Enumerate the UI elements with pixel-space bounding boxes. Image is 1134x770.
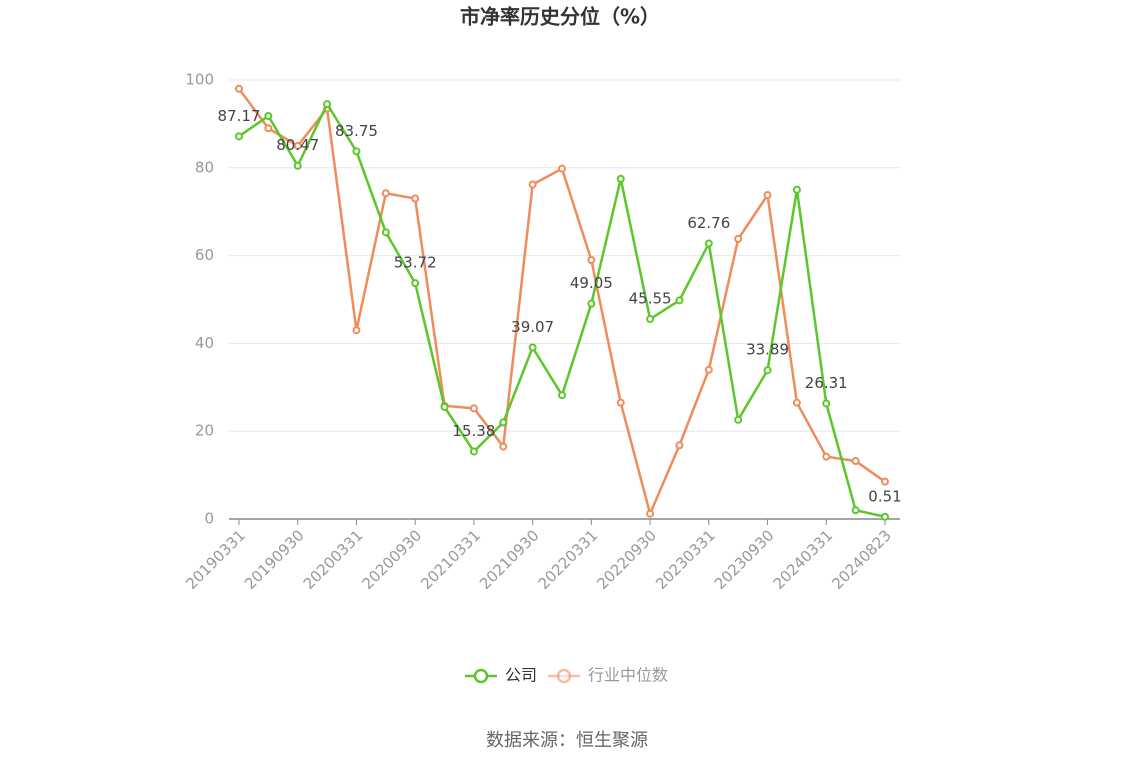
data-point (469, 404, 478, 413)
y-tick-label: 80 (195, 158, 214, 176)
data-point (675, 441, 684, 450)
legend-item[interactable]: 公司 (465, 666, 537, 685)
y-tick-label: 60 (195, 246, 214, 264)
x-tick-label: 20190930 (241, 526, 308, 593)
data-point (293, 141, 302, 150)
data-point (675, 296, 684, 305)
data-point (763, 191, 772, 200)
data-label: 0.51 (868, 487, 901, 505)
x-tick-label: 20200331 (300, 526, 367, 593)
data-point (616, 174, 625, 183)
data-point (851, 457, 860, 466)
data-label: 80.47 (276, 136, 319, 154)
source-note: 数据来源：恒生聚源 (486, 730, 648, 751)
legend-marker (556, 668, 572, 684)
x-tick-label: 20210930 (476, 526, 543, 593)
data-point (381, 189, 390, 198)
data-point (734, 415, 743, 424)
data-point (822, 399, 831, 408)
data-label: 45.55 (629, 290, 672, 308)
data-point (352, 326, 361, 335)
data-point (293, 161, 302, 170)
data-point (704, 239, 713, 248)
x-tick-label: 20200930 (358, 526, 425, 593)
data-point (558, 391, 566, 400)
data-label: 87.17 (218, 107, 261, 125)
legend-marker (473, 668, 489, 684)
legend-label: 行业中位数 (588, 666, 668, 685)
x-tick-label: 20220331 (535, 526, 602, 593)
data-point (792, 398, 801, 407)
data-point (558, 164, 566, 173)
x-tick-label: 20210331 (417, 526, 484, 593)
data-point (792, 185, 801, 194)
data-point (851, 506, 860, 515)
data-label: 26.31 (805, 374, 848, 392)
data-point (646, 315, 655, 324)
data-point (822, 452, 831, 461)
data-label: 49.05 (570, 274, 613, 292)
data-point (264, 111, 273, 120)
data-label: 39.07 (511, 318, 554, 336)
data-point (235, 132, 243, 141)
data-label: 33.89 (746, 341, 789, 359)
data-label: 53.72 (394, 254, 437, 272)
series-line (237, 88, 886, 518)
data-point (763, 366, 772, 375)
data-point (352, 147, 361, 156)
x-tick-label: 20230930 (711, 526, 778, 593)
data-label: 62.76 (687, 214, 730, 232)
data-point (440, 403, 449, 412)
data-point (528, 343, 537, 352)
data-point (704, 365, 713, 374)
data-point (646, 509, 655, 518)
data-point (734, 234, 743, 243)
chart-title: 市净率历史分位（%） (460, 5, 660, 29)
data-point (381, 228, 390, 237)
data-point (469, 447, 478, 456)
data-point (499, 418, 508, 427)
y-tick-label: 0 (204, 510, 214, 528)
x-tick-label: 20230331 (652, 526, 719, 593)
y-tick-label: 40 (195, 334, 214, 352)
data-point (264, 124, 273, 133)
data-point (587, 299, 596, 308)
data-point (616, 398, 625, 407)
data-point (528, 180, 537, 189)
data-point (411, 194, 420, 203)
y-tick-label: 100 (185, 71, 214, 89)
data-point (881, 477, 889, 486)
data-point (881, 512, 889, 521)
data-label: 83.75 (335, 122, 378, 140)
x-tick-label: 20240331 (770, 526, 837, 593)
legend-label: 公司 (505, 666, 537, 685)
x-tick-label: 20190331 (182, 526, 249, 593)
data-label: 15.38 (452, 422, 495, 440)
legend-item[interactable]: 行业中位数 (548, 666, 668, 685)
x-tick-label: 20240823 (828, 526, 895, 593)
data-point (235, 84, 243, 93)
data-point (499, 442, 508, 451)
x-tick-label: 20220930 (593, 526, 660, 593)
data-point (323, 100, 332, 109)
y-tick-label: 20 (195, 422, 214, 440)
data-point (411, 279, 420, 288)
data-point (587, 255, 596, 264)
